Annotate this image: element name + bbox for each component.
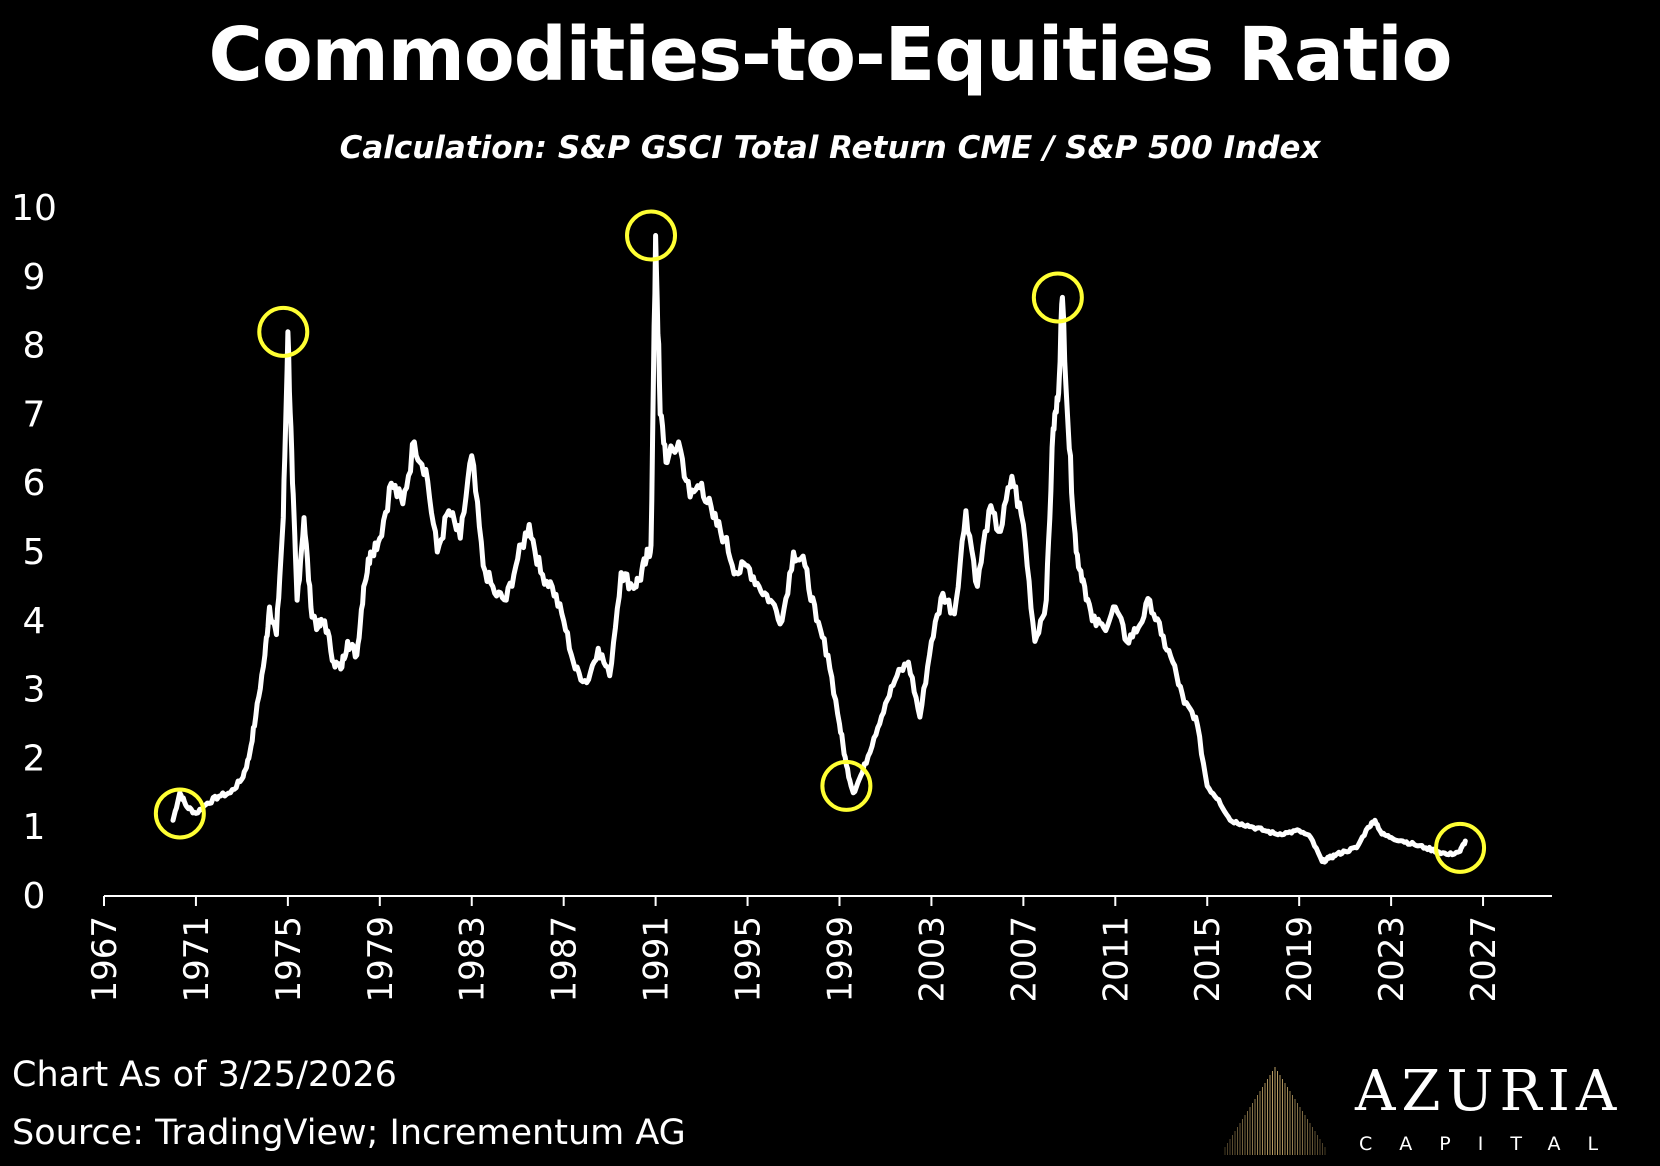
x-tick-label: 1979 [361, 916, 401, 1003]
highlight-circle [625, 209, 678, 262]
y-tick-label: 8 [23, 326, 46, 367]
x-tick-label: 1967 [85, 916, 125, 1003]
x-tick-label: 2023 [1372, 916, 1412, 1003]
logo-mark-icon [1224, 1067, 1326, 1155]
x-tick-label: 1995 [729, 916, 769, 1003]
y-tick-label: 10 [11, 188, 57, 229]
x-tick-label: 2003 [912, 916, 952, 1003]
x-tick-label: 2019 [1280, 916, 1320, 1003]
highlight-circle [1434, 821, 1487, 874]
chart-subtitle: Calculation: S&P GSCI Total Return CME /… [339, 130, 1321, 166]
y-tick-label: 0 [23, 876, 46, 917]
x-tick-label: 1983 [453, 916, 493, 1003]
chart-title: Commodities-to-Equities Ratio [208, 12, 1453, 98]
x-tick-label: 1991 [637, 916, 677, 1003]
logo-subtitle: CAPITAL [1359, 1133, 1626, 1155]
x-tick-label: 2011 [1096, 916, 1136, 1003]
y-tick-label: 5 [23, 532, 46, 573]
x-tick-label: 1987 [545, 916, 585, 1003]
logo-name: AZURIA [1355, 1059, 1623, 1124]
x-tick-label: 2027 [1464, 916, 1504, 1003]
x-tick-label: 1971 [177, 916, 217, 1003]
y-tick-label: 9 [23, 257, 46, 298]
y-tick-label: 7 [23, 394, 46, 435]
y-tick-label: 3 [23, 670, 46, 711]
x-tick-label: 2015 [1188, 916, 1228, 1003]
highlight-circle [153, 787, 206, 840]
highlight-circle [820, 759, 873, 812]
series-line [170, 233, 1468, 865]
chart-source: Source: TradingView; Incrementum AG [12, 1113, 686, 1153]
highlight-circle [1031, 271, 1084, 324]
x-tick-label: 2007 [1004, 916, 1044, 1003]
y-tick-label: 4 [23, 601, 46, 642]
y-tick-label: 6 [23, 463, 46, 504]
x-tick-label: 1999 [820, 916, 860, 1003]
y-tick-label: 1 [23, 807, 46, 848]
highlight-circle [257, 305, 310, 358]
x-tick-label: 1975 [269, 916, 309, 1003]
azuria-capital-logo: AZURIA CAPITAL [1215, 1055, 1645, 1160]
y-tick-label: 2 [23, 738, 46, 779]
chart-as-of-date: Chart As of 3/25/2026 [12, 1055, 397, 1095]
